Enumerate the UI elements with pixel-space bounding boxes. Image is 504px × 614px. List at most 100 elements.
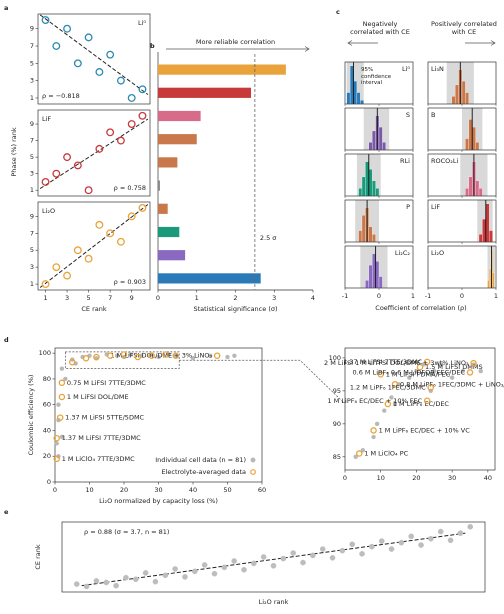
point-label: 1 M LiPF₆ EC/DEC — [393, 400, 450, 408]
hist-bar — [485, 203, 490, 243]
x-tick-label: 10 — [377, 474, 385, 482]
data-point — [416, 363, 424, 371]
data-point — [142, 570, 149, 576]
data-point — [73, 59, 82, 68]
data-point — [270, 562, 277, 569]
data-point — [93, 353, 100, 361]
hist-bar — [360, 100, 364, 105]
data-point — [106, 50, 115, 59]
data-point — [93, 578, 100, 584]
point-label: 0.8 M LiPF₆ 1FEC/3DMC + LiNO₃/EMSO — [400, 380, 504, 388]
y-tick-label: 5 — [30, 59, 34, 67]
data-point — [52, 169, 61, 178]
legend-label: Electrolyte-averaged data — [161, 468, 246, 476]
point-label: 1 M LiFSI FDMA/FEC — [386, 370, 451, 378]
hist-bar — [346, 92, 351, 105]
phase-label: B — [431, 111, 435, 119]
data-point — [392, 401, 398, 407]
hist-bar — [465, 138, 469, 151]
x-tick-label: 7 — [108, 294, 112, 302]
title-arrow — [166, 46, 310, 52]
data-point — [407, 375, 412, 380]
x-tick-label: 20 — [412, 474, 420, 482]
point-label: 1 M LiClO₄ 7TTE/3DMC — [62, 455, 135, 463]
x-tick-label: 0 — [53, 486, 57, 494]
x-tick-label: 1 — [494, 292, 498, 300]
x-tick-label: -1 — [425, 292, 431, 300]
data-point — [437, 528, 444, 535]
chart-title: More reliable correlation — [196, 38, 275, 46]
data-point — [389, 395, 394, 400]
hist-bar — [489, 268, 492, 289]
data-point — [423, 397, 431, 405]
y-tick-label: 7 — [30, 137, 34, 145]
hist-bar — [475, 142, 480, 151]
bar — [158, 87, 251, 98]
data-point — [41, 280, 50, 289]
hist-bar — [378, 276, 383, 289]
data-point — [52, 263, 61, 272]
phase-label: Li⁰ — [402, 65, 410, 73]
data-point — [106, 229, 115, 238]
point-label: 1 M LiPF₆ EC/DEC + 10% FEC — [328, 397, 423, 405]
hist-bar — [465, 188, 469, 197]
hist-bar — [358, 230, 363, 243]
data-point — [106, 128, 115, 137]
hist-bar — [365, 161, 369, 197]
point-label: 1 M LiFSI DOL/DME + 3% LiNO₃ — [110, 352, 212, 360]
data-point — [190, 356, 196, 361]
x-tick-label: 40 — [189, 486, 197, 494]
hist-bar — [358, 188, 363, 197]
hist-bar — [482, 218, 486, 243]
data-point — [408, 533, 415, 540]
data-point — [127, 212, 136, 221]
data-point — [84, 33, 93, 42]
hist-bar — [378, 126, 383, 151]
x-tick-label: 3 — [272, 294, 276, 302]
y-tick-label: 100 — [39, 349, 51, 357]
y-tick-label: 3 — [30, 170, 34, 178]
data-point — [457, 530, 464, 536]
x-tick-label: 50 — [223, 486, 231, 494]
hist-bar — [353, 80, 358, 105]
x-tick-label: 4 — [311, 294, 315, 302]
y-tick-label: 9 — [30, 25, 34, 33]
data-point — [225, 354, 230, 360]
data-point — [374, 421, 380, 427]
data-point — [231, 558, 237, 564]
data-point — [353, 454, 358, 460]
fit-line — [81, 532, 466, 587]
x-tick-label: 0 — [377, 292, 381, 300]
data-point — [56, 402, 61, 407]
x-tick-label: 60 — [258, 486, 266, 494]
data-point — [162, 572, 169, 579]
data-point — [95, 144, 104, 153]
hist-bar — [372, 130, 376, 151]
negative-header: Negatively correlated with CE — [350, 20, 410, 36]
point-label: 1.37 M LiFSI 5TTE/5DMC — [65, 414, 144, 422]
hist-bar — [475, 180, 480, 197]
data-point — [73, 581, 80, 587]
y-tick-label: 60 — [43, 401, 51, 409]
x-tick-label: 1 — [43, 294, 47, 302]
data-point — [377, 371, 384, 378]
data-point — [414, 368, 419, 374]
data-point — [138, 203, 147, 212]
y-axis-label: CE rank — [34, 544, 42, 569]
x-tick-label: 2 — [233, 294, 237, 302]
data-point — [152, 578, 159, 585]
y-tick-label: 40 — [43, 426, 51, 434]
data-point — [58, 379, 66, 387]
bar — [158, 64, 286, 75]
data-point — [428, 535, 434, 542]
data-point — [69, 358, 76, 366]
data-point — [329, 554, 336, 561]
data-point — [391, 381, 399, 388]
data-point — [232, 353, 237, 358]
data-point — [84, 254, 93, 263]
data-point — [280, 555, 287, 562]
x-tick-label: 0 — [343, 474, 347, 482]
data-point — [470, 359, 477, 367]
y-axis-label: Phase (%) rank — [10, 127, 18, 177]
